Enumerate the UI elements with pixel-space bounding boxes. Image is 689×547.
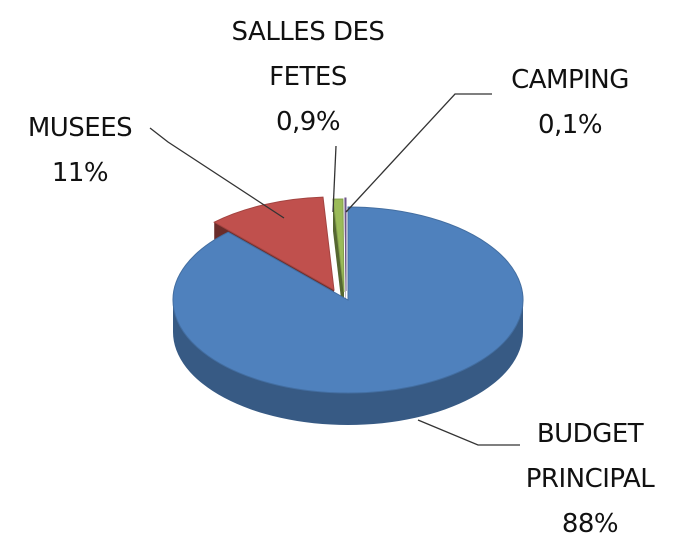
label-value: 0,1% xyxy=(537,110,603,140)
slice-top xyxy=(344,197,347,292)
slice-label: BUDGET PRINCIPAL 88% xyxy=(490,412,689,547)
leader-line xyxy=(149,127,285,219)
leader-line xyxy=(332,145,337,213)
leader-line xyxy=(345,93,492,213)
slice-top xyxy=(332,198,345,293)
label-name: CAMPING xyxy=(511,65,629,95)
label-name: MUSEES xyxy=(27,113,133,143)
slice-label: CAMPING 0,1% xyxy=(470,58,670,148)
label-value: 11% xyxy=(51,158,109,188)
slice-cut xyxy=(333,199,344,324)
label-value: 88% xyxy=(561,509,619,539)
slice-side xyxy=(173,300,523,425)
pie-slice xyxy=(172,206,524,425)
leader-line xyxy=(417,419,520,446)
slice-top xyxy=(172,206,524,394)
label-value: 0,9% xyxy=(275,107,341,137)
pie-slice xyxy=(332,198,345,324)
label-name: BUDGET PRINCIPAL xyxy=(525,419,655,494)
slice-label: MUSEES 11% xyxy=(0,106,160,196)
pie-slice xyxy=(344,197,347,323)
slice-label: SALLES DES FETES 0,9% xyxy=(198,10,418,145)
label-name: SALLES DES FETES xyxy=(231,17,385,92)
